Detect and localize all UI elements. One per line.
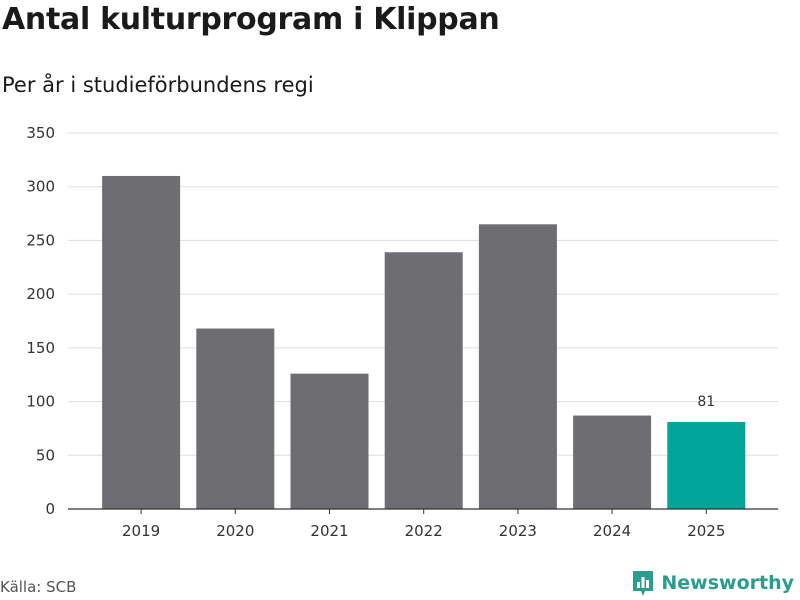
y-tick-label: 0 <box>45 500 55 518</box>
data-label: 81 <box>697 394 715 410</box>
x-axis-ticks: 2019 2020 2021 2022 2023 2024 2025 <box>122 509 725 540</box>
y-tick-label: 250 <box>26 231 55 249</box>
bars <box>102 175 746 510</box>
x-tick-label: 2020 <box>216 522 254 540</box>
bar-2025 <box>667 421 746 509</box>
bar-chart-logo-icon <box>633 571 654 596</box>
bar-2021 <box>290 373 369 509</box>
y-axis-ticks: 0 50 100 150 200 250 300 350 <box>26 124 55 518</box>
brand-name: Newsworthy <box>661 572 794 594</box>
x-tick-label: 2024 <box>593 522 631 540</box>
chart-title: Antal kulturprogram i Klippan <box>2 2 500 37</box>
x-tick-label: 2021 <box>310 522 348 540</box>
chart-subtitle: Per år i studieförbundens regi <box>2 73 314 97</box>
y-tick-label: 200 <box>26 285 55 303</box>
source-note: Källa: SCB <box>0 578 77 596</box>
bar-2019 <box>102 175 181 509</box>
x-tick-label: 2025 <box>687 522 725 540</box>
y-tick-label: 350 <box>26 124 55 142</box>
y-tick-label: 50 <box>36 446 55 464</box>
brand-logo[interactable]: Newsworthy <box>631 569 794 597</box>
x-tick-label: 2022 <box>405 522 443 540</box>
bar-2023 <box>478 224 557 510</box>
data-labels: 81 <box>697 394 715 410</box>
bar-2020 <box>196 328 275 509</box>
x-tick-label: 2023 <box>499 522 537 540</box>
y-tick-label: 300 <box>26 178 55 196</box>
bar-2022 <box>384 252 463 509</box>
bar-2024 <box>573 415 652 509</box>
x-tick-label: 2019 <box>122 522 160 540</box>
y-tick-label: 150 <box>26 339 55 357</box>
y-tick-label: 100 <box>26 393 55 411</box>
